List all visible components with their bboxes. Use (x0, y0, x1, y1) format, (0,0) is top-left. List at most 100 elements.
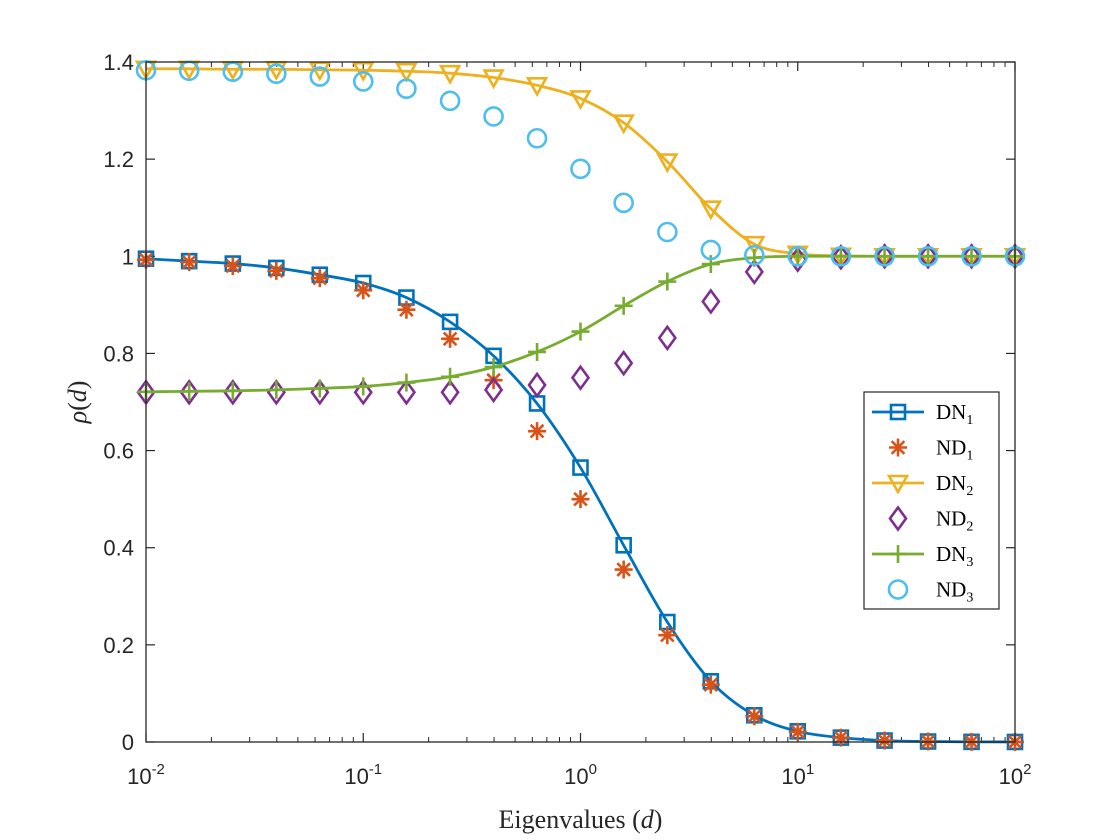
data-point (223, 381, 242, 400)
data-point (570, 158, 591, 180)
y-tick-label: 0 (122, 730, 134, 755)
data-point (526, 127, 548, 149)
data-point (745, 707, 764, 726)
data-point (267, 261, 286, 280)
data-point (397, 373, 416, 392)
legend-item-dn3[interactable]: DN3 (872, 542, 973, 570)
y-tick-label: 1 (122, 244, 134, 269)
data-point (657, 221, 678, 243)
legend[interactable]: DN1 ND1 DN2 ND2 DN3 ND3 (863, 391, 1000, 610)
data-point (613, 192, 634, 214)
legend-label: DN2 (936, 471, 973, 499)
data-point (439, 90, 461, 112)
data-point (571, 322, 590, 341)
data-point (831, 244, 851, 271)
series-line (145, 67, 1015, 258)
data-point (267, 380, 286, 399)
y-tick-label: 0.2 (103, 633, 134, 658)
data-point (223, 257, 242, 275)
data-point (701, 288, 721, 315)
data-point (438, 64, 462, 85)
x-tick-label: 102 (999, 761, 1032, 789)
data-point (572, 459, 589, 476)
legend-marker (886, 474, 910, 495)
data-point (614, 296, 633, 315)
data-point (699, 200, 723, 221)
data-point (222, 61, 244, 83)
data-point (441, 329, 460, 348)
data-point (266, 63, 287, 84)
data-point (874, 245, 895, 267)
data-point (788, 722, 807, 741)
legend-marker (888, 505, 908, 532)
data-point (528, 422, 547, 441)
data-point (917, 245, 939, 267)
data-point (658, 272, 677, 291)
data-point (309, 66, 331, 87)
axes-box (145, 61, 1016, 743)
x-tick-label: 10-1 (344, 761, 382, 789)
data-point (396, 78, 417, 100)
data-point (787, 245, 809, 267)
data-point (615, 536, 632, 554)
y-tick-label: 0.6 (103, 439, 134, 464)
data-point (441, 313, 459, 331)
tick-labels: 10-2 10-1 100 101 102 0 0.2 0.4 0.6 0.8 1 1.2 1.4 (103, 50, 1031, 789)
y-tick-label: 1.4 (103, 50, 134, 75)
series-layer (134, 59, 1027, 751)
data-point (441, 367, 460, 386)
data-point (310, 379, 329, 398)
data-point (396, 379, 417, 406)
data-point (918, 243, 938, 270)
legend-marker (889, 545, 907, 563)
data-point (962, 247, 981, 266)
legend-marker (889, 438, 907, 457)
data-point (352, 61, 375, 82)
data-point (570, 364, 591, 391)
series-line (145, 257, 1016, 744)
data-point (528, 342, 547, 361)
data-point (612, 114, 635, 135)
legend-marker (889, 403, 907, 421)
y-tick-label: 0.8 (103, 341, 134, 366)
legend-item-dn1[interactable]: DN1 (872, 400, 973, 428)
legend-box (863, 391, 1000, 610)
x-tick-label: 10-2 (127, 761, 165, 789)
data-point (180, 253, 199, 272)
data-point (961, 243, 982, 270)
data-point (788, 247, 807, 266)
legend-label: ND1 (936, 436, 973, 464)
data-point (875, 247, 894, 266)
legend-marker (887, 579, 909, 600)
legend-item-nd3[interactable]: ND3 (887, 578, 973, 606)
data-point (743, 235, 766, 256)
data-point (571, 490, 590, 509)
data-point (308, 61, 332, 82)
legend-item-nd2[interactable]: ND2 (888, 505, 973, 535)
y-tick-label: 1.2 (103, 147, 134, 172)
series-dn2 (134, 60, 1027, 268)
data-point (656, 153, 679, 174)
data-point (395, 62, 418, 83)
data-point (483, 376, 504, 404)
data-point (352, 71, 374, 92)
legend-label: ND2 (936, 507, 973, 535)
data-point (919, 247, 938, 266)
data-point (527, 371, 547, 399)
data-point (569, 90, 592, 111)
x-tick-label: 101 (781, 761, 814, 789)
data-point (354, 281, 373, 300)
legend-label: DN3 (936, 542, 973, 570)
data-point (614, 560, 633, 579)
data-point (354, 377, 373, 396)
data-point (831, 247, 850, 266)
data-point (353, 379, 373, 406)
x-tick-label: 100 (564, 761, 597, 789)
data-point (961, 245, 982, 267)
data-point (744, 258, 764, 286)
legend-item-dn2[interactable]: DN2 (872, 471, 973, 499)
y-axis-title: ρ(d) (63, 381, 92, 425)
x-axis-title: Eigenvalues (d) (499, 805, 663, 834)
legend-item-nd1[interactable]: ND1 (889, 436, 973, 464)
